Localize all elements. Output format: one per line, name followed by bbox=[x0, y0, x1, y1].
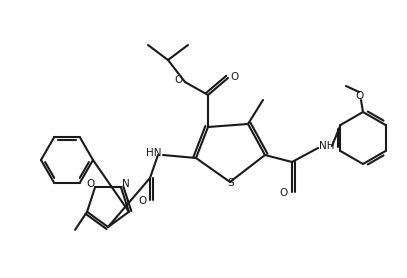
Text: N: N bbox=[122, 179, 130, 189]
Text: S: S bbox=[228, 178, 234, 188]
Text: NH: NH bbox=[319, 141, 335, 151]
Text: O: O bbox=[230, 72, 238, 82]
Text: O: O bbox=[86, 179, 94, 189]
Text: HN: HN bbox=[146, 148, 162, 158]
Text: O: O bbox=[280, 188, 288, 198]
Text: O: O bbox=[138, 196, 146, 206]
Text: O: O bbox=[174, 75, 182, 85]
Text: O: O bbox=[355, 91, 363, 101]
